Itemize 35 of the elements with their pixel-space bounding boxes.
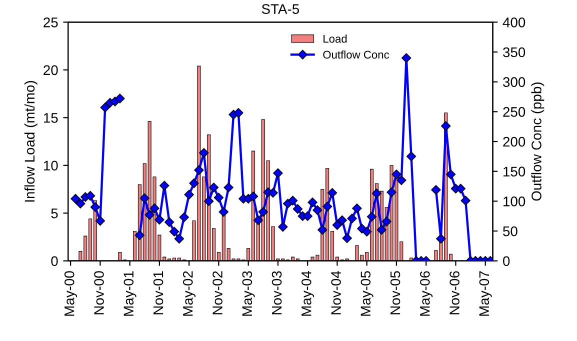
x-tick-label: May-00 (64, 271, 78, 316)
y2-tick-label: 300 (503, 77, 526, 88)
x-tick-label: Nov-01 (153, 271, 164, 314)
y2-tick-label: 0 (503, 256, 510, 266)
y-tick-label: 25 (44, 18, 58, 28)
y2-tick-label: 150 (504, 166, 526, 177)
y-tick-label: 10 (44, 160, 58, 171)
y-tick-label: 0 (51, 256, 58, 266)
y-axis-title: Inflow Load (mt/mo) (24, 81, 38, 202)
x-tick-label: May-04 (301, 270, 314, 316)
x-tick-label: Nov-00 (94, 271, 104, 314)
y-tick-label: 5 (51, 208, 58, 218)
y-tick-label: 20 (44, 65, 58, 76)
y-tick-label: 15 (44, 113, 58, 123)
y2-axis-title: Outflow Conc (ppb) (531, 82, 544, 201)
x-tick-label: Nov-06 (450, 271, 460, 314)
x-tick-label: May-01 (124, 271, 136, 316)
x-tick-label: Nov-03 (272, 271, 282, 314)
x-tick-label: Nov-02 (212, 271, 222, 314)
x-tick-label: May-05 (360, 271, 374, 316)
y2-tick-label: 50 (503, 226, 518, 236)
y2-tick-label: 250 (503, 107, 526, 117)
x-tick-label: May-07 (479, 271, 492, 316)
x-tick-label: May-03 (242, 271, 255, 316)
x-tick-label: Nov-05 (390, 271, 400, 314)
x-tick-label: May-06 (420, 271, 433, 316)
y2-tick-label: 200 (503, 136, 526, 147)
x-tick-label: May-02 (182, 271, 196, 316)
y2-tick-label: 400 (502, 18, 526, 28)
x-tick-label: Nov-04 (331, 270, 341, 314)
legend-label: Outflow Conc (323, 50, 390, 59)
y2-tick-label: 350 (503, 47, 526, 58)
y2-tick-label: 100 (504, 196, 526, 206)
legend-label: Load (324, 34, 347, 43)
chart-title: STA-5 (262, 4, 300, 14)
